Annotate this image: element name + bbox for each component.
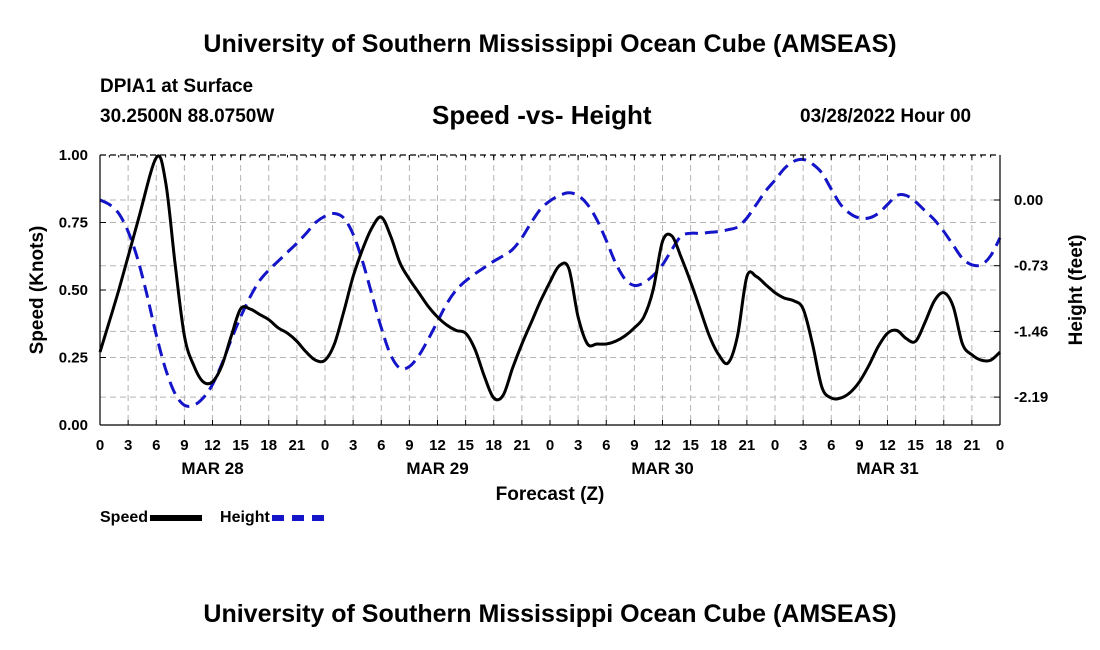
x-tick-label: 12 <box>204 437 221 454</box>
chart-title: Speed -vs- Height <box>432 100 652 130</box>
x-tick-label: 15 <box>457 437 474 454</box>
y-right-tick-label: -2.19 <box>1014 389 1048 406</box>
footer-title: University of Southern Mississippi Ocean… <box>203 600 897 628</box>
y-right-tick-label: -1.46 <box>1014 323 1048 340</box>
x-tick-label: 0 <box>771 437 779 454</box>
legend-item-height: Height <box>220 509 324 527</box>
day-label: MAR 30 <box>631 459 693 478</box>
x-tick-label: 6 <box>377 437 385 454</box>
legend-item-speed: Speed <box>100 509 203 527</box>
x-tick-label: 15 <box>232 437 249 454</box>
x-tick-label: 3 <box>124 437 132 454</box>
x-tick-label: 0 <box>96 437 104 454</box>
x-tick-label: 15 <box>907 437 924 454</box>
y-left-tick-label: 0.50 <box>59 282 88 299</box>
x-tick-label: 9 <box>855 437 863 454</box>
x-tick-label: 6 <box>827 437 835 454</box>
legend-swatch-speed <box>150 515 203 521</box>
y-axis-right-label: Height (feet) <box>1066 235 1087 346</box>
x-tick-label: 18 <box>935 437 952 454</box>
x-tick-label: 18 <box>710 437 727 454</box>
y-right-tick-label: 0.00 <box>1014 192 1043 209</box>
day-label: MAR 29 <box>406 459 468 478</box>
x-tick-label: 6 <box>152 437 160 454</box>
grid <box>100 155 1000 425</box>
x-tick-label: 21 <box>964 437 981 454</box>
x-tick-label: 0 <box>546 437 554 454</box>
x-tick-label: 0 <box>996 437 1004 454</box>
y-left-tick-label: 0.25 <box>59 350 88 367</box>
x-tick-label: 0 <box>321 437 329 454</box>
x-tick-label: 21 <box>739 437 756 454</box>
axes: 0 3 6 9 12 15 18 21 0 3 6 9 12 15 18 21 0 3 6 9 12 15 18 21 0 3 6 9… <box>59 147 1048 478</box>
series-layer <box>98 154 1002 408</box>
legend-label-height: Height <box>220 509 270 526</box>
y-axis-left-label: Speed (Knots) <box>27 226 48 355</box>
legend: Speed Height <box>100 509 342 527</box>
x-tick-label: 3 <box>574 437 582 454</box>
x-tick-label: 6 <box>602 437 610 454</box>
x-tick-label: 9 <box>405 437 413 454</box>
x-tick-label: 12 <box>654 437 671 454</box>
x-tick-label: 21 <box>514 437 531 454</box>
x-tick-label: 15 <box>682 437 699 454</box>
x-tick-label: 12 <box>879 437 896 454</box>
x-axis-label: Forecast (Z) <box>496 484 605 505</box>
x-tick-label: 3 <box>799 437 807 454</box>
forecast-datetime: 03/28/2022 Hour 00 <box>800 106 972 127</box>
x-tick-label: 21 <box>289 437 306 454</box>
series-line-height <box>99 157 1002 408</box>
day-label: MAR 31 <box>856 459 918 478</box>
x-tick-label: 3 <box>349 437 357 454</box>
legend-swatch-height <box>271 515 324 521</box>
x-tick-label: 18 <box>485 437 502 454</box>
legend-label-speed: Speed <box>100 509 149 526</box>
day-label: MAR 28 <box>181 459 243 478</box>
x-tick-label: 12 <box>429 437 446 454</box>
main-title: University of Southern Mississippi Ocean… <box>203 30 897 58</box>
y-left-tick-label: 1.00 <box>59 147 88 164</box>
x-tick-label: 9 <box>180 437 188 454</box>
station-label: DPIA1 at Surface <box>100 76 254 97</box>
x-tick-label: 18 <box>260 437 277 454</box>
y-left-tick-label: 0.00 <box>59 417 88 434</box>
series-line-speed <box>98 154 1002 402</box>
coordinates-label: 30.2500N 88.0750W <box>100 106 275 127</box>
y-left-tick-label: 0.75 <box>59 215 88 232</box>
x-tick-label: 9 <box>630 437 638 454</box>
y-right-tick-label: -0.73 <box>1014 258 1048 275</box>
